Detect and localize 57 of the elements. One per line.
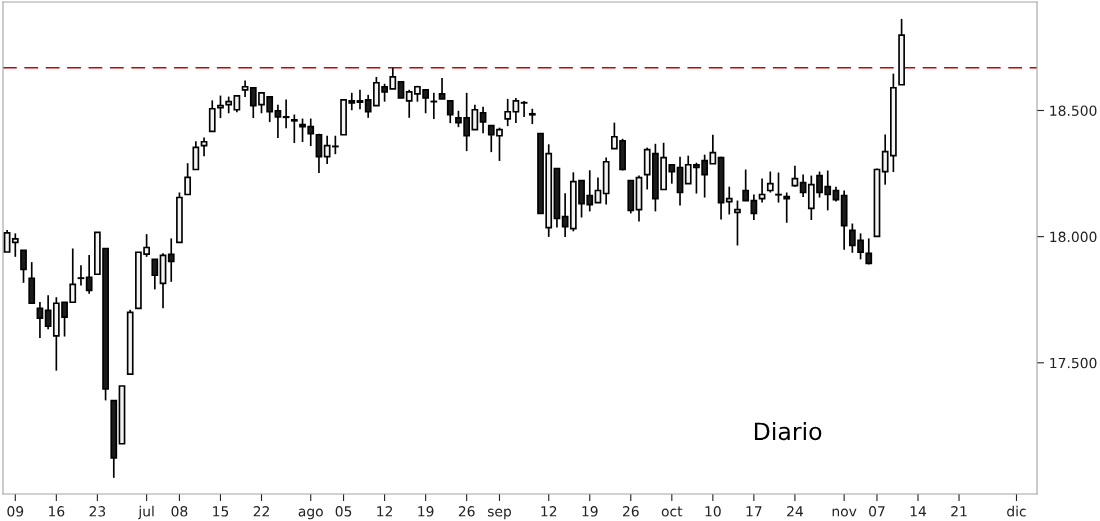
x-tick-label: sep bbox=[487, 508, 512, 520]
candlestick bbox=[783, 191, 791, 224]
y-tick-label: 17.500 bbox=[1050, 357, 1097, 369]
x-tick-label: 26 bbox=[458, 506, 475, 517]
candlestick bbox=[3, 229, 11, 253]
candlestick bbox=[479, 105, 487, 135]
x-tick-label: 09 bbox=[7, 506, 24, 517]
x-tick-label: 17 bbox=[746, 506, 762, 517]
candlestick bbox=[356, 88, 364, 111]
x-tick-label: 12 bbox=[541, 506, 557, 517]
candlestick bbox=[167, 237, 175, 283]
candlestick bbox=[192, 140, 200, 171]
candlestick bbox=[85, 254, 93, 295]
x-tick-label: 19 bbox=[418, 506, 434, 517]
x-tick-label: 23 bbox=[89, 506, 106, 517]
candlestick bbox=[446, 100, 454, 124]
candlestick bbox=[282, 98, 290, 129]
x-tick-label: dic bbox=[1007, 505, 1026, 517]
candlestick bbox=[184, 162, 192, 196]
x-tick-label: 24 bbox=[787, 506, 803, 517]
candlestick bbox=[742, 168, 750, 202]
candlestick bbox=[766, 170, 774, 194]
candlestick bbox=[775, 171, 782, 204]
text: Diario bbox=[754, 421, 822, 441]
x-tick-label: 19 bbox=[582, 506, 598, 517]
candlestick bbox=[11, 232, 19, 258]
candlestick bbox=[20, 249, 27, 284]
candlestick bbox=[36, 301, 44, 339]
candlestick bbox=[512, 97, 520, 124]
x-tick-label: 15 bbox=[213, 506, 229, 517]
y-tick-label: 18.000 bbox=[1050, 231, 1097, 243]
candlestick bbox=[520, 100, 528, 118]
candlestick bbox=[504, 98, 512, 127]
candlestick bbox=[734, 199, 741, 247]
candlestick bbox=[290, 113, 298, 144]
x-tick-label: 10 bbox=[705, 506, 721, 517]
x-tick-label: 12 bbox=[377, 506, 393, 517]
candlestick bbox=[725, 185, 733, 216]
candlestick bbox=[438, 77, 446, 100]
x-tick-label: 16 bbox=[49, 506, 65, 517]
x-tick-label: oct bbox=[661, 506, 683, 517]
x-tick-label: 07 bbox=[869, 506, 885, 517]
x-tick-label: 08 bbox=[171, 506, 188, 517]
candlestick bbox=[528, 107, 536, 125]
x-tick-label: 14 bbox=[910, 506, 927, 517]
y-tick-label: 18.500 bbox=[1050, 105, 1097, 116]
candlestick bbox=[77, 264, 85, 287]
x-tick-label: 26 bbox=[622, 506, 639, 517]
candlestick bbox=[151, 258, 159, 291]
candlestick bbox=[791, 164, 799, 188]
x-tick-label: 05 bbox=[335, 506, 352, 517]
candlestick bbox=[274, 103, 282, 139]
x-tick-label: 22 bbox=[253, 506, 269, 517]
x-tick-label: 21 bbox=[951, 506, 967, 517]
x-tick-label: ago bbox=[298, 508, 323, 520]
x-tick-label: jul bbox=[138, 505, 154, 520]
x-tick-label: nov bbox=[832, 508, 857, 517]
